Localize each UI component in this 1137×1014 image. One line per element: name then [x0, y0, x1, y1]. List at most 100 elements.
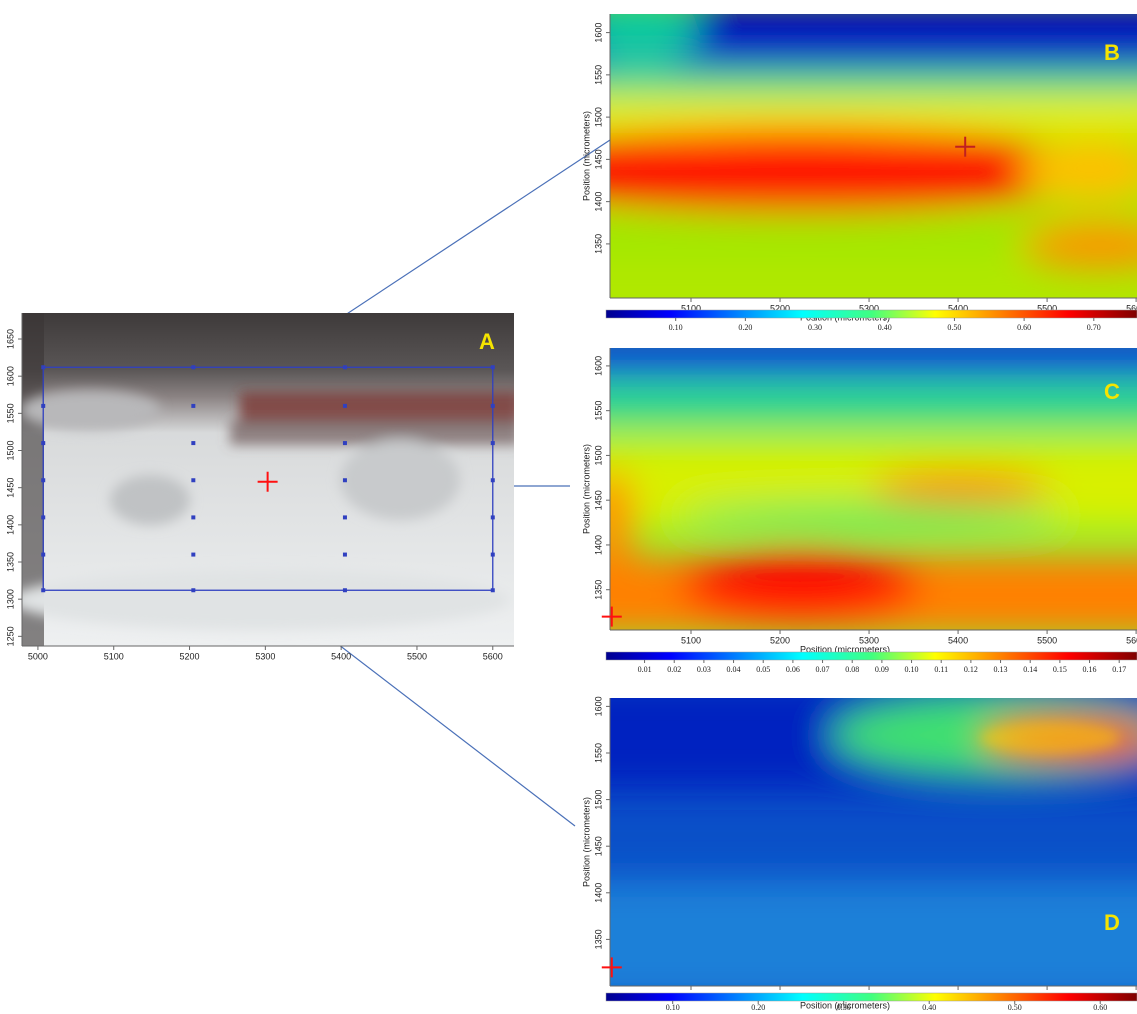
y-tick-label: 1600 [593, 356, 603, 376]
sample-point [491, 553, 495, 557]
y-axis-title: Position (micrometers) [581, 444, 591, 534]
y-tick-label: 1250 [5, 626, 15, 646]
colorbar-tick-label: 0.02 [667, 665, 681, 674]
colorbar-tick-label: 0.05 [756, 665, 770, 674]
colorbar-tick-label: 0.30 [837, 1003, 851, 1012]
sample-point [41, 553, 45, 557]
panel-label: B [1104, 40, 1120, 65]
sample-point [191, 553, 195, 557]
sample-point [343, 404, 347, 408]
sample-point [41, 478, 45, 482]
y-axis-title: Position (micrometers) [581, 797, 591, 887]
x-tick-label: 5300 [255, 651, 275, 661]
colorbar-tick-label: 0.08 [845, 665, 859, 674]
y-tick-label: 1400 [5, 515, 15, 535]
sample-point [41, 441, 45, 445]
sample-point [41, 404, 45, 408]
colorbar-tick-label: 0.15 [1053, 665, 1067, 674]
sample-point [41, 588, 45, 592]
sample-point [41, 515, 45, 519]
x-tick-label: 5400 [331, 651, 351, 661]
sample-point [343, 588, 347, 592]
colorbar-tick-label: 0.60 [1017, 323, 1031, 332]
colorbar-tick-label: 0.10 [666, 1003, 680, 1012]
colorbar-tick-label: 0.07 [816, 665, 830, 674]
colorbar-tick-label: 0.03 [697, 665, 711, 674]
colorbar-tick-label: 0.04 [727, 665, 741, 674]
x-tick-label: 5200 [770, 635, 790, 645]
sample-point [491, 478, 495, 482]
colorbar-tick-label: 0.12 [964, 665, 978, 674]
y-tick-label: 1350 [593, 580, 603, 600]
y-tick-label: 1500 [593, 790, 603, 810]
y-tick-label: 1500 [5, 440, 15, 460]
sample-point [191, 404, 195, 408]
heatmap [560, 330, 1137, 635]
sample-point [191, 365, 195, 369]
y-tick-label: 1550 [593, 743, 603, 763]
colorbar [606, 652, 1137, 660]
photo [10, 313, 520, 646]
y-tick-label: 1350 [593, 234, 603, 254]
figure: 5000 5100 5200 5300 5400 5500 5600 1250 1300 1350… [0, 0, 1137, 1014]
sample-point [491, 365, 495, 369]
x-tick-label: 5000 [28, 651, 48, 661]
colorbar-tick-label: 0.06 [786, 665, 800, 674]
colorbar-tick-label: 0.40 [922, 1003, 936, 1012]
y-tick-label: 1550 [593, 401, 603, 421]
sample-point [491, 441, 495, 445]
sample-point [343, 553, 347, 557]
colorbar-tick-label: 0.20 [738, 323, 752, 332]
y-tick-label: 1600 [5, 366, 15, 386]
y-tick-label: 1400 [593, 192, 603, 212]
panel-label: D [1104, 910, 1120, 935]
y-tick-label: 1450 [593, 490, 603, 510]
y-tick-label: 1450 [593, 836, 603, 856]
y-tick-label: 1450 [5, 478, 15, 498]
y-tick-label: 1600 [593, 696, 603, 716]
x-tick-label: 5400 [948, 635, 968, 645]
colorbar-tick-label: 0.60 [1093, 1003, 1107, 1012]
colorbar-tick-label: 0.11 [934, 665, 948, 674]
colorbar-tick-label: 0.30 [808, 323, 822, 332]
y-tick-label: 1400 [593, 535, 603, 555]
sample-point [343, 365, 347, 369]
sample-point [343, 515, 347, 519]
colorbar-tick-label: 0.14 [1023, 665, 1037, 674]
y-tick-label: 1350 [593, 929, 603, 949]
colorbar-tick-label: 0.50 [947, 323, 961, 332]
colorbar-tick-label: 0.20 [751, 1003, 765, 1012]
colorbar-tick-label: 0.50 [1008, 1003, 1022, 1012]
colorbar-tick-label: 0.13 [994, 665, 1008, 674]
panel-label: C [1104, 379, 1120, 404]
x-tick-label: 5600 [483, 651, 503, 661]
y-tick-label: 1400 [593, 883, 603, 903]
sample-point [191, 588, 195, 592]
sample-point [191, 441, 195, 445]
x-tick-label: 5500 [407, 651, 427, 661]
y-tick-label: 1550 [593, 65, 603, 85]
colorbar-tick-label: 0.16 [1083, 665, 1097, 674]
y-tick-label: 1300 [5, 589, 15, 609]
y-tick-label: 1600 [593, 23, 603, 43]
x-tick-label: 5500 [1037, 635, 1057, 645]
y-tick-label: 1500 [593, 445, 603, 465]
colorbar [606, 993, 1137, 1001]
colorbar-tick-label: 0.40 [878, 323, 892, 332]
colorbar-tick-label: 0.01 [638, 665, 652, 674]
x-tick-label: 5100 [104, 651, 124, 661]
colorbar-tick-label: 0.10 [669, 323, 683, 332]
x-tick-label: 5200 [180, 651, 200, 661]
x-tick-label: 5600 [1126, 635, 1137, 645]
panel-label: A [479, 329, 495, 354]
sample-point [491, 588, 495, 592]
y-tick-label: 1450 [593, 149, 603, 169]
y-axis-title: Position (micrometers) [581, 111, 591, 201]
colorbar-tick-label: 0.17 [1112, 665, 1126, 674]
colorbar [606, 310, 1137, 318]
x-tick-label: 5100 [681, 635, 701, 645]
sample-point [491, 515, 495, 519]
colorbar-tick-label: 0.09 [875, 665, 889, 674]
y-tick-label: 1500 [593, 107, 603, 127]
y-tick-label: 1650 [5, 329, 15, 349]
